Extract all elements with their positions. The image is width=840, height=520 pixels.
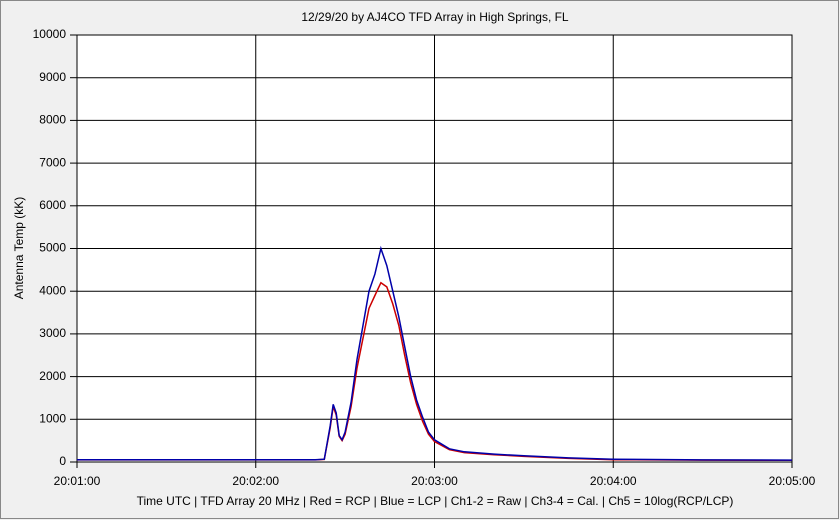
x-tick-label: 20:03:00	[411, 474, 458, 488]
x-tick-label: 20:02:00	[232, 474, 279, 488]
x-tick-label: 20:05:00	[769, 474, 816, 488]
y-tick-label: 10000	[33, 27, 67, 41]
y-axis-label: Antenna Temp (kK)	[12, 197, 26, 300]
y-tick-label: 4000	[39, 283, 66, 297]
y-tick-label: 2000	[39, 369, 66, 383]
y-tick-label: 8000	[39, 113, 66, 127]
y-tick-label: 5000	[39, 241, 66, 255]
y-tick-label: 6000	[39, 198, 66, 212]
footer: Time UTC | TFD Array 20 MHz | Red = RCP …	[137, 494, 734, 508]
x-tick-label: 20:01:00	[54, 474, 101, 488]
y-tick-label: 7000	[39, 155, 66, 169]
y-tick-label: 3000	[39, 326, 66, 340]
y-tick-label: 0	[59, 454, 66, 468]
data-line	[77, 245, 793, 461]
y-tick-label: 1000	[39, 411, 66, 425]
chart-title: 12/29/20 by AJ4CO TFD Array in High Spri…	[301, 10, 569, 24]
x-tick-label: 20:04:00	[590, 474, 637, 488]
y-tick-label: 9000	[39, 70, 66, 84]
